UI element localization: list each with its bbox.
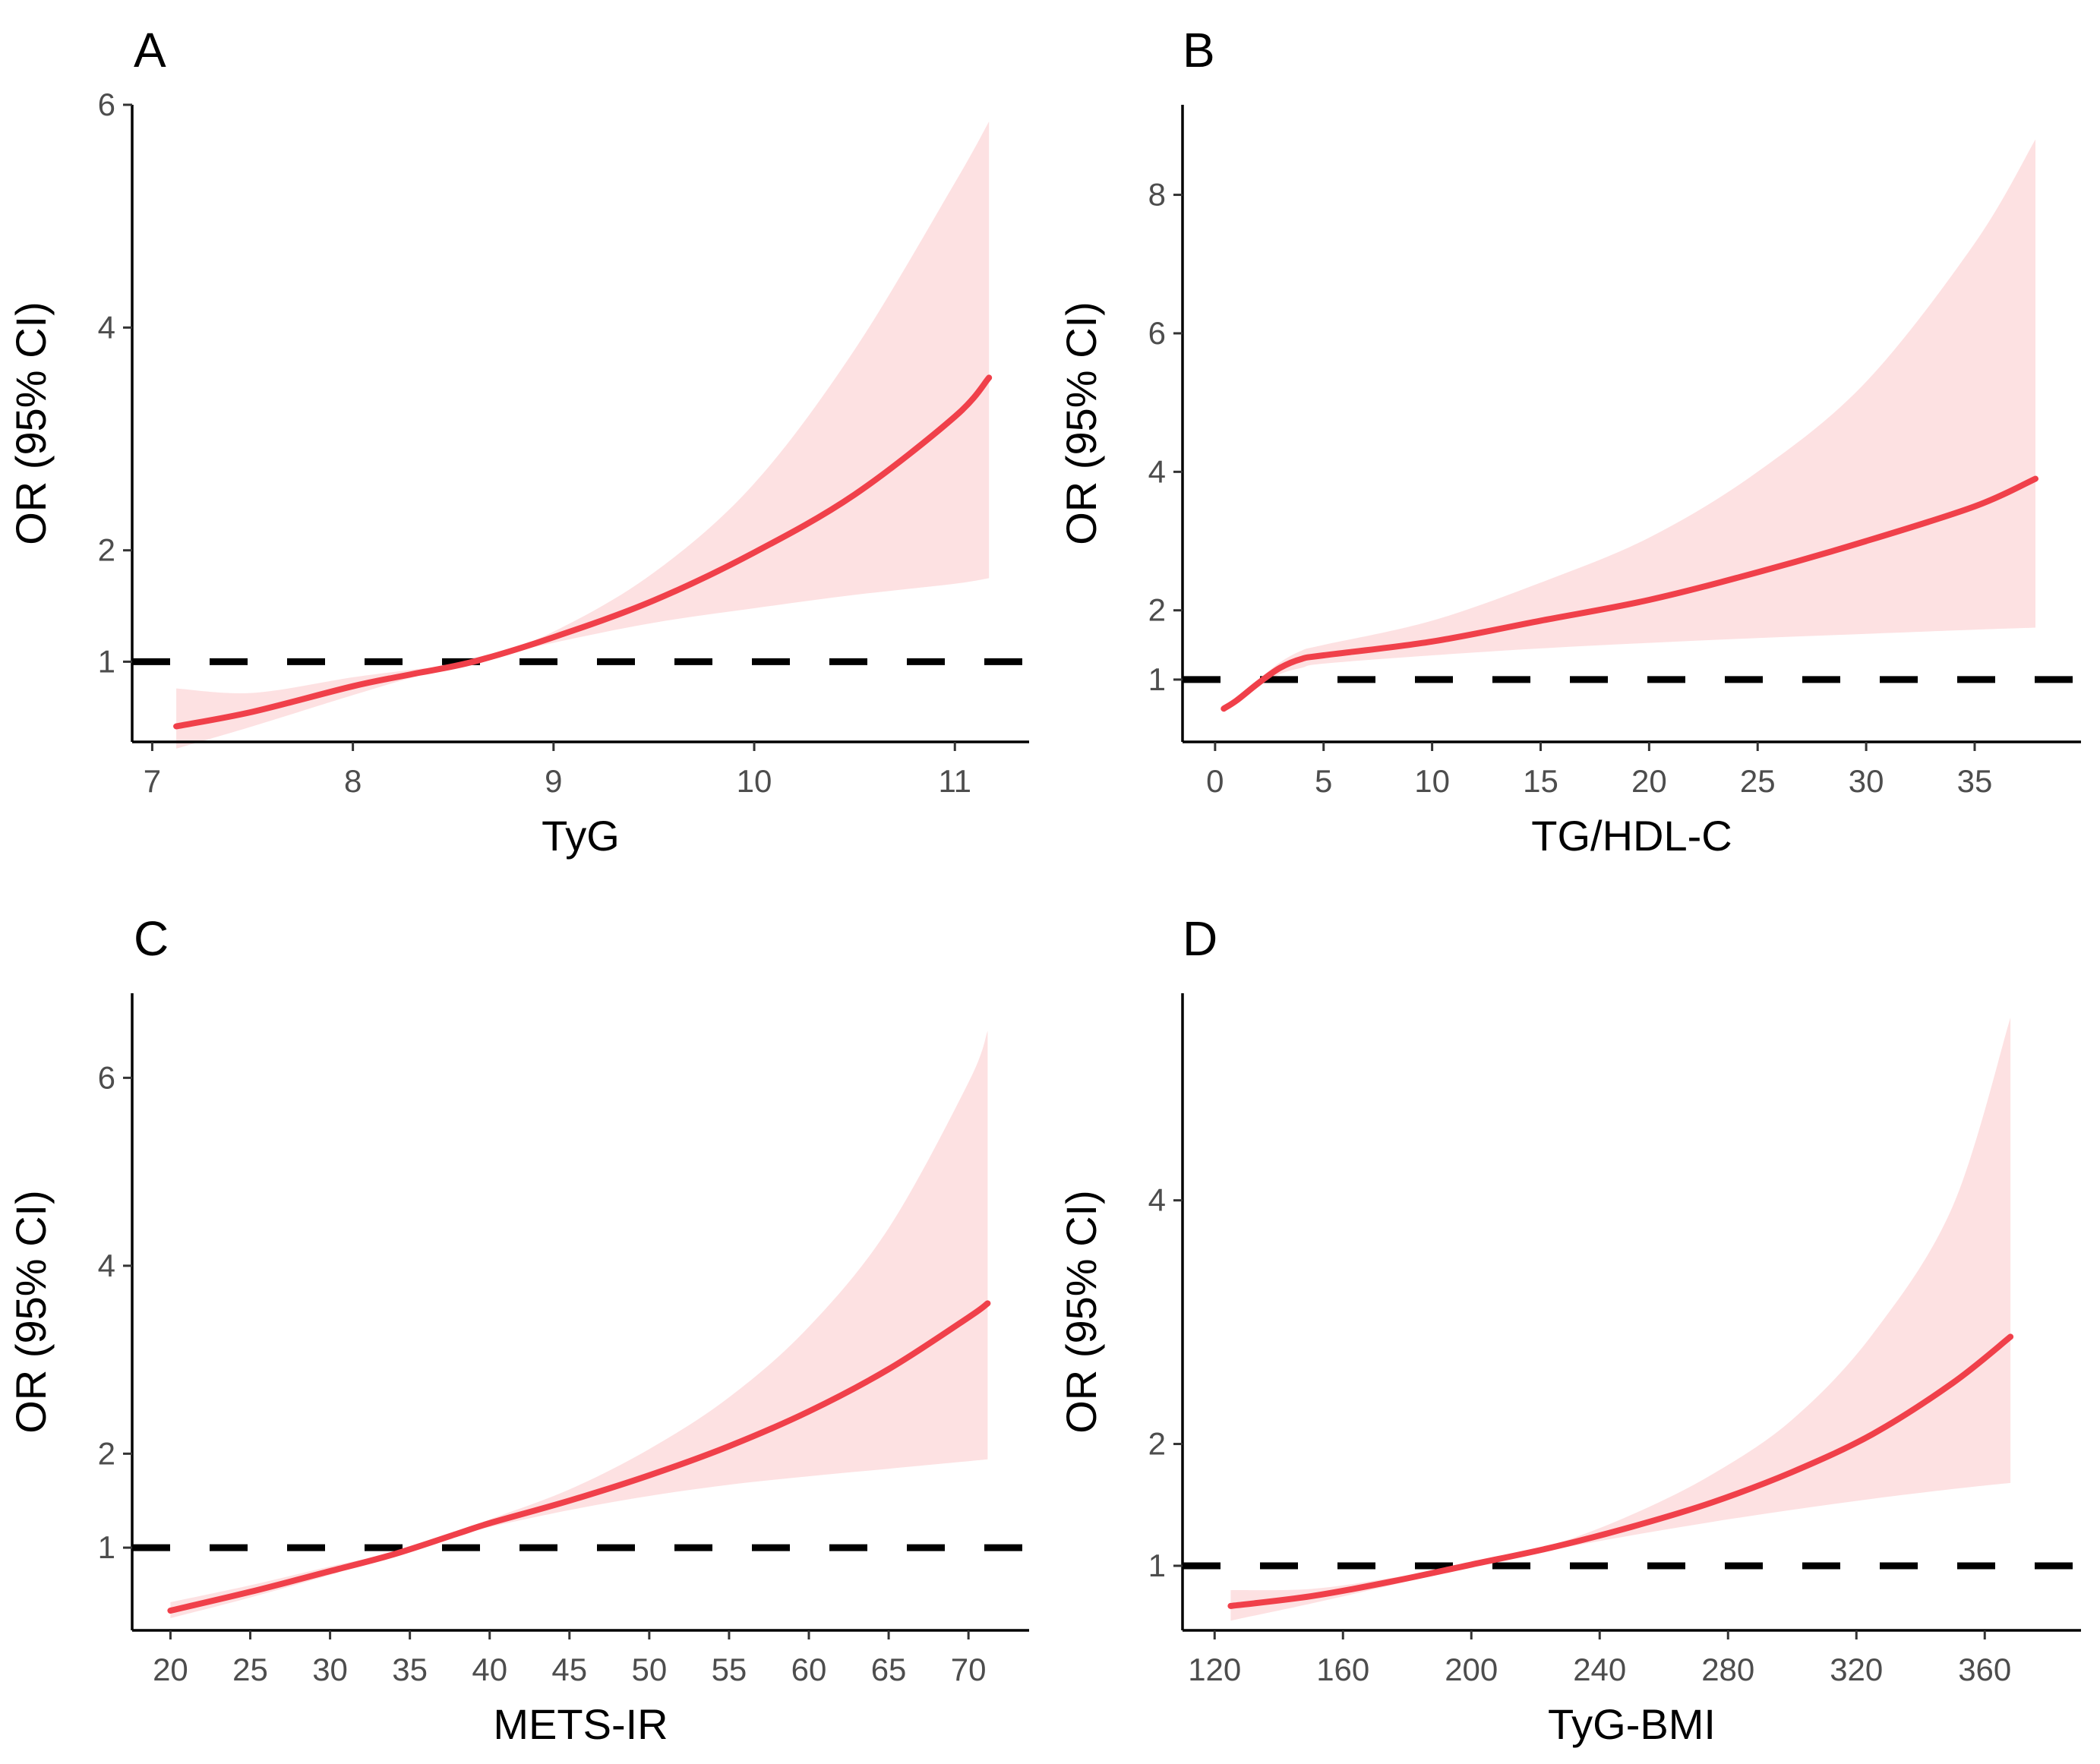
x-tick-label-c: 40 xyxy=(472,1652,507,1687)
y-tick-label-c: 6 xyxy=(98,1059,115,1095)
x-tick-label-c: 30 xyxy=(312,1652,348,1687)
x-tick-label-a: 7 xyxy=(144,763,161,799)
y-tick-label-d: 2 xyxy=(1148,1426,1166,1462)
x-tick-label-b: 30 xyxy=(1849,763,1884,799)
x-axis-title-c: METS-IR xyxy=(493,1700,668,1748)
x-tick-label-a: 9 xyxy=(545,763,562,799)
y-tick-label-b: 2 xyxy=(1148,592,1166,628)
or-curve-c xyxy=(167,1300,991,1614)
x-tick-label-b: 5 xyxy=(1315,763,1332,799)
x-tick-label-a: 10 xyxy=(737,763,772,799)
panel-d: 1 2 4 120 160 200 240 280 320 360 D TyG-BMI OR (95% … xyxy=(1057,911,2081,1748)
x-tick-label-b: 25 xyxy=(1740,763,1776,799)
x-tick-label-b: 20 xyxy=(1631,763,1667,799)
x-tick-label-d: 360 xyxy=(1958,1652,2011,1687)
x-tick-label-c: 55 xyxy=(712,1652,747,1687)
x-tick-label-d: 120 xyxy=(1188,1652,1241,1687)
ci-band-d xyxy=(1230,1018,2011,1621)
x-tick-label-c: 35 xyxy=(392,1652,428,1687)
y-axis-title-c: OR (95% CI) xyxy=(7,1190,55,1434)
ci-band-a xyxy=(176,121,990,749)
panel-b: 1 2 4 6 8 0 5 10 15 20 25 30 35 B TG/HDL-C OR (95% CI) xyxy=(1057,23,2081,860)
y-tick-label-b: 6 xyxy=(1148,315,1166,351)
y-tick-label-b: 1 xyxy=(1148,661,1166,697)
x-tick-label-b: 15 xyxy=(1523,763,1558,799)
y-tick-label-a: 4 xyxy=(98,309,115,345)
panel-a: 1 2 4 6 7 8 9 10 11 A TyG OR (95% CI) xyxy=(7,23,1029,860)
y-tick-label-c: 2 xyxy=(98,1435,115,1471)
y-tick-label-a: 1 xyxy=(98,643,115,679)
y-tick-label-d: 1 xyxy=(1148,1548,1166,1583)
x-tick-label-a: 11 xyxy=(938,763,971,799)
x-tick-label-c: 20 xyxy=(153,1652,188,1687)
x-tick-label-b: 35 xyxy=(1957,763,1993,799)
x-tick-label-d: 200 xyxy=(1445,1652,1498,1687)
x-tick-label-c: 60 xyxy=(791,1652,827,1687)
panel-label-c: C xyxy=(134,911,169,966)
y-tick-label-b: 8 xyxy=(1148,177,1166,213)
y-tick-label-c: 1 xyxy=(98,1529,115,1565)
y-axis-title-a: OR (95% CI) xyxy=(7,301,55,545)
x-tick-label-c: 50 xyxy=(632,1652,668,1687)
ci-band-b xyxy=(1224,139,2035,712)
x-axis-title-b: TG/HDL-C xyxy=(1531,812,1732,860)
x-axis-title-d: TyG-BMI xyxy=(1548,1700,1716,1748)
y-tick-label-c: 4 xyxy=(98,1248,115,1283)
x-tick-label-d: 280 xyxy=(1701,1652,1754,1687)
x-axis-title-a: TyG xyxy=(542,812,620,860)
panel-c: 1 2 4 6 20 25 30 35 40 45 50 55 60 65 70 C METS-IR OR (95… xyxy=(7,911,1029,1748)
y-axis-title-b: OR (95% CI) xyxy=(1057,301,1105,545)
x-tick-label-d: 160 xyxy=(1316,1652,1369,1687)
x-tick-label-b: 0 xyxy=(1206,763,1224,799)
x-tick-label-c: 70 xyxy=(951,1652,987,1687)
or-curve-d xyxy=(1227,1333,2014,1609)
y-tick-label-a: 6 xyxy=(98,87,115,122)
y-tick-label-d: 4 xyxy=(1148,1182,1166,1218)
x-tick-label-d: 240 xyxy=(1573,1652,1626,1687)
or-curve-a xyxy=(173,374,993,730)
x-tick-label-d: 320 xyxy=(1830,1652,1883,1687)
x-tick-label-c: 65 xyxy=(871,1652,907,1687)
y-tick-label-a: 2 xyxy=(98,532,115,568)
panel-label-a: A xyxy=(134,23,166,77)
x-tick-label-c: 45 xyxy=(551,1652,587,1687)
y-tick-label-b: 4 xyxy=(1148,453,1166,489)
panel-label-d: D xyxy=(1183,911,1217,966)
y-axis-title-d: OR (95% CI) xyxy=(1057,1190,1105,1434)
x-tick-label-a: 8 xyxy=(344,763,362,799)
ci-band-c xyxy=(170,1030,988,1618)
x-tick-label-b: 10 xyxy=(1414,763,1450,799)
panel-label-b: B xyxy=(1183,23,1215,77)
x-tick-label-c: 25 xyxy=(232,1652,268,1687)
or-curve-b xyxy=(1221,475,2038,712)
